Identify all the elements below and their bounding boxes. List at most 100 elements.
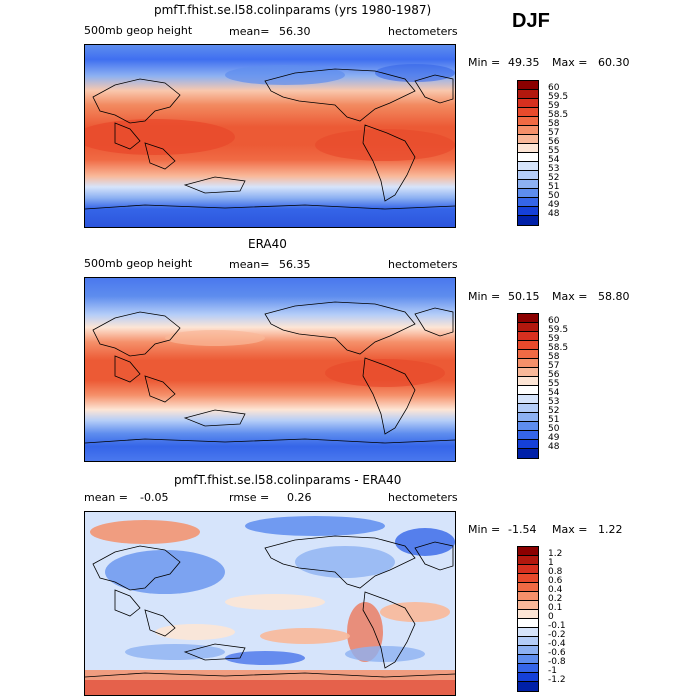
colorbar-label: 53	[548, 164, 560, 174]
panel-1-colorbar	[517, 80, 539, 226]
colorbar-label: 58	[548, 119, 560, 129]
colorbar-swatch	[518, 422, 538, 431]
colorbar-label: 0	[548, 612, 554, 622]
colorbar-label: 54	[548, 388, 560, 398]
colorbar-swatch	[518, 162, 538, 171]
colorbar-label: 58.5	[548, 110, 569, 120]
colorbar-swatch	[518, 440, 538, 449]
colorbar-swatch	[518, 90, 538, 99]
colorbar-swatch	[518, 171, 538, 180]
panel-3-units: hectometers	[388, 491, 458, 504]
season-label: DJF	[512, 10, 550, 32]
panel-2-map-svg	[85, 278, 455, 461]
panel-1-min-value: 49.35	[508, 56, 540, 69]
colorbar-swatch	[518, 556, 538, 565]
colorbar-swatch	[518, 314, 538, 323]
panel-3-max-value: 1.22	[598, 523, 623, 536]
colorbar-swatch	[518, 216, 538, 225]
colorbar-label: 55	[548, 146, 560, 156]
panel-1-title: pmfT.fhist.se.l58.colinparams (yrs 1980-…	[154, 3, 432, 17]
panel-1-map	[84, 44, 456, 228]
colorbar-swatch	[518, 682, 538, 691]
colorbar-swatch	[518, 81, 538, 90]
colorbar-swatch	[518, 413, 538, 422]
colorbar-label: 49	[548, 200, 560, 210]
panel-2-units: hectometers	[388, 258, 458, 271]
colorbar-swatch	[518, 368, 538, 377]
panel-1-variable: 500mb geop height	[84, 24, 193, 37]
panel-3-rmse-label: rmse =	[229, 491, 270, 504]
colorbar-label: 60	[548, 316, 560, 326]
colorbar-label: 48	[548, 209, 560, 219]
colorbar-label: 59.5	[548, 92, 569, 102]
colorbar-label: 54	[548, 155, 560, 165]
colorbar-swatch	[518, 189, 538, 198]
colorbar-label: 51	[548, 182, 560, 192]
colorbar-label: 51	[548, 415, 560, 425]
colorbar-label: 57	[548, 361, 560, 371]
colorbar-swatch	[518, 386, 538, 395]
colorbar-swatch	[518, 207, 538, 216]
colorbar-swatch	[518, 431, 538, 440]
colorbar-label: 52	[548, 406, 560, 416]
colorbar-label: 0.6	[548, 576, 563, 586]
colorbar-swatch	[518, 180, 538, 189]
colorbar-swatch	[518, 153, 538, 162]
panel-2-mean-value: 56.35	[279, 258, 311, 271]
colorbar-swatch	[518, 126, 538, 135]
colorbar-label: 0.1	[548, 603, 563, 613]
panel-2-variable: 500mb geop height	[84, 257, 193, 270]
colorbar-label: 0.2	[548, 594, 563, 604]
panel-1-mean-label: mean=	[229, 25, 270, 38]
panel-3-rmse-value: 0.26	[287, 491, 312, 504]
colorbar-swatch	[518, 359, 538, 368]
panel-2-min-label: Min =	[468, 290, 501, 303]
colorbar-label: 1	[548, 558, 554, 568]
colorbar-swatch	[518, 673, 538, 682]
panel-2-max-value: 58.80	[598, 290, 630, 303]
panel-2-max-label: Max =	[552, 290, 588, 303]
colorbar-swatch	[518, 323, 538, 332]
colorbar-label: 55	[548, 379, 560, 389]
colorbar-swatch	[518, 449, 538, 458]
panel-3-min-value: -1.54	[508, 523, 537, 536]
panel-3-mean-value: -0.05	[140, 491, 169, 504]
colorbar-label: 59	[548, 101, 560, 111]
colorbar-label: 57	[548, 128, 560, 138]
panel-3-max-label: Max =	[552, 523, 588, 536]
colorbar-label: 58.5	[548, 343, 569, 353]
panel-2-title: ERA40	[248, 237, 287, 251]
colorbar-swatch	[518, 646, 538, 655]
colorbar-label: -0.4	[548, 639, 566, 649]
colorbar-label: 49	[548, 433, 560, 443]
colorbar-swatch	[518, 655, 538, 664]
colorbar-label: 58	[548, 352, 560, 362]
colorbar-swatch	[518, 565, 538, 574]
colorbar-label: 53	[548, 397, 560, 407]
colorbar-swatch	[518, 99, 538, 108]
panel-2-min-value: 50.15	[508, 290, 540, 303]
panel-1-max-label: Max =	[552, 56, 588, 69]
panel-3-map	[84, 511, 456, 696]
panel-3-min-label: Min =	[468, 523, 501, 536]
colorbar-swatch	[518, 117, 538, 126]
panel-1-units: hectometers	[388, 25, 458, 38]
colorbar-label: -0.2	[548, 630, 566, 640]
colorbar-label: -0.6	[548, 648, 566, 658]
panel-3-map-svg	[85, 512, 455, 695]
panel-1-map-svg	[85, 45, 455, 227]
colorbar-swatch	[518, 574, 538, 583]
colorbar-swatch	[518, 135, 538, 144]
colorbar-label: 60	[548, 83, 560, 93]
panel-3-colorbar	[517, 546, 539, 692]
colorbar-label: 56	[548, 137, 560, 147]
colorbar-swatch	[518, 637, 538, 646]
colorbar-swatch	[518, 198, 538, 207]
colorbar-swatch	[518, 628, 538, 637]
colorbar-swatch	[518, 583, 538, 592]
panel-2-colorbar	[517, 313, 539, 459]
colorbar-swatch	[518, 601, 538, 610]
colorbar-swatch	[518, 341, 538, 350]
colorbar-swatch	[518, 547, 538, 556]
colorbar-label: -0.1	[548, 621, 566, 631]
